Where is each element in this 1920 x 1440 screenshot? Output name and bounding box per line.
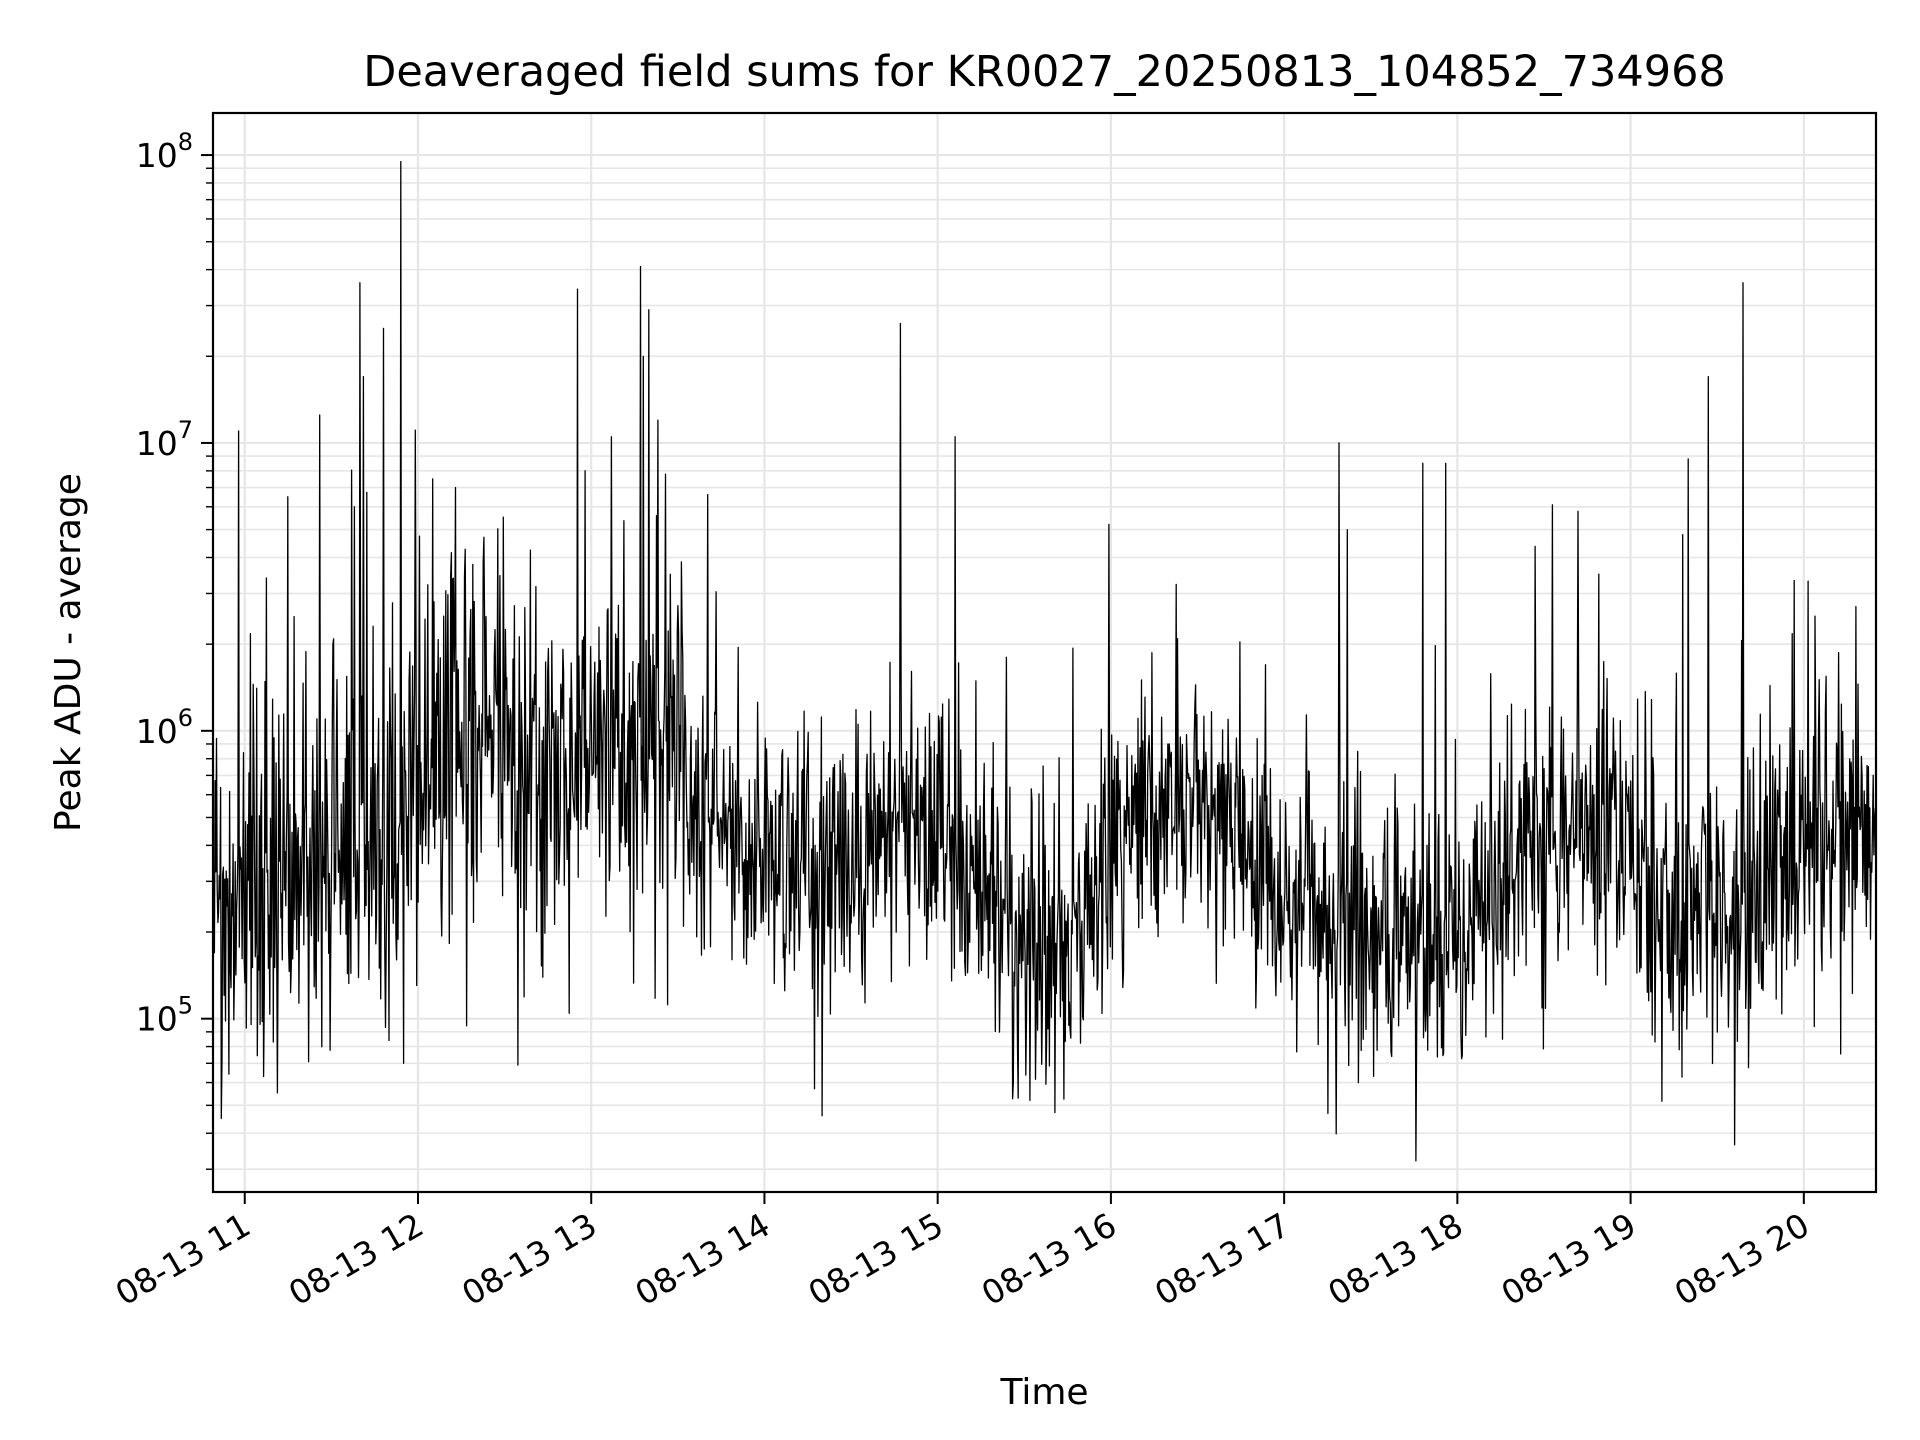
y-tick-label: 106 [136, 704, 193, 751]
series-line [213, 160, 1876, 1162]
grid-major [213, 113, 1876, 1192]
y-tick-label: 107 [136, 416, 193, 463]
chart-title: Deaveraged field sums for KR0027_2025081… [363, 47, 1726, 97]
x-axis-label: Time [999, 1372, 1088, 1413]
y-tick-label: 108 [136, 128, 193, 175]
axes-frame [211, 111, 1878, 1194]
y-axis-ticks: 105 106 107 108 [136, 128, 213, 1170]
series-line-group [213, 160, 1876, 1162]
y-axis-label: Peak ADU - average [48, 473, 89, 832]
y-tick-label: 105 [136, 992, 193, 1039]
